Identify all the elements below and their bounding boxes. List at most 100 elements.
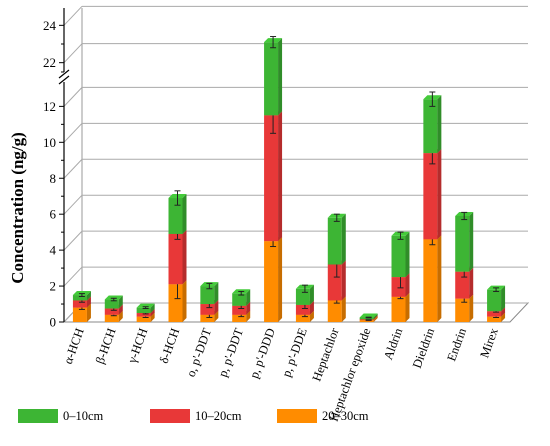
bar-segment [423,239,438,322]
bar-segment [423,99,438,154]
bars [72,36,506,322]
bar-segment-side [341,213,346,265]
bar-segment [264,42,279,116]
x-tick-label: Endrin [444,326,469,363]
x-tick-label: p, p'-DDD [247,326,278,380]
bar-segment [104,299,119,309]
bar-segment [104,314,119,322]
legend-label: 10–20cm [195,409,242,423]
bar-segment-side [182,280,187,322]
bar-segment [327,217,342,265]
y-tick-label: 4 [50,243,57,258]
bar-segment-side [341,296,346,322]
bar-segment [487,311,502,317]
y-tick-label: 22 [43,55,56,70]
bar-segment [455,298,470,322]
axis-break-mark [58,75,70,85]
bar-segment-side [118,310,123,322]
x-tick-label: γ-HCH [125,326,151,366]
bar-segment-side [278,237,283,322]
bar-segment [232,293,247,306]
bar-segment-side [469,294,474,322]
bar-segment-side [150,309,155,317]
x-tick-label: p, p'-DDT [215,326,246,379]
bar-segment [232,305,247,315]
y-tick-label: 24 [43,18,57,33]
bar-segment [232,314,247,322]
gridline-diagonal [63,230,83,251]
bar-stack [232,289,251,322]
bar-segment-side [182,194,187,234]
bar-segment-side [309,284,314,305]
bar-segment [72,295,87,301]
x-tick-label: Mirex [477,326,501,360]
bar-segment [391,296,406,322]
bar-stack [487,285,506,322]
bar-segment [487,289,502,312]
bar-stack [359,313,378,322]
gridline-diagonal [63,266,83,287]
bar-segment [391,277,406,297]
bar-segment [327,264,342,301]
bar-segment-side [214,282,219,305]
x-tick-label: Dieldrin [410,326,438,371]
bar-segment-top [359,313,378,318]
x-tick-label: δ-HCH [157,326,183,365]
bar-segment-side [86,303,91,322]
x-tick-label: β-HCH [93,326,119,365]
bar-segment-side [501,307,506,317]
bar-segment [168,233,183,285]
bar-segment [72,307,87,322]
bar-segment [168,198,183,234]
x-tick-label: Heptachlor [309,325,341,383]
bar-segment [295,314,310,322]
bar-segment-side [405,273,410,297]
gridline-diagonal [63,5,83,26]
bar-segment [455,271,470,299]
gridline-diagonal [63,122,83,143]
x-tick-label: o, p'-DDT [184,326,215,379]
gridline-diagonal [63,43,83,64]
bar-segment-side [278,111,283,242]
bar-segment [200,304,215,315]
bar-segment [455,215,470,272]
y-tick-label: 6 [50,207,57,222]
y-tick-label: 2 [50,279,57,294]
bar-segment-side [150,303,155,314]
bar-segment-side [246,310,251,322]
bar-segment-side [118,295,123,309]
bar-segment-side [469,211,474,272]
bar-segment-side [341,260,346,301]
bar-segment-side [373,316,378,322]
bar-segment-side [278,38,283,116]
bar-segment [200,286,215,305]
axis-break-mark [58,69,70,79]
y-axis-title: Concentration (ng/g) [8,132,27,284]
bar-stack [168,190,187,322]
bar-segment [359,317,374,320]
bar-segment-side [437,149,442,240]
y-tick-label: 10 [43,135,56,150]
bar-segment-top [72,291,91,296]
gridline-diagonal [63,158,83,179]
bar-stack [264,36,283,322]
y-tick-label: 12 [43,99,56,114]
x-tick-label: p, p'-DDE [279,326,310,379]
x-tick-label: Aldrin [381,326,406,362]
bar-segment [264,115,279,242]
bar-segment-side [214,300,219,315]
gridlines [63,5,528,323]
bar-segment [295,304,310,315]
gridline-diagonal [63,87,83,107]
bar-segment-side [309,310,314,322]
y-tick-label: 0 [50,315,57,330]
bar-stack [72,291,91,322]
bar-stack [104,295,123,322]
bar-stack [455,211,474,322]
bar-segment [136,313,151,317]
bar-segment-side [86,291,91,301]
bar-segment [136,307,151,314]
